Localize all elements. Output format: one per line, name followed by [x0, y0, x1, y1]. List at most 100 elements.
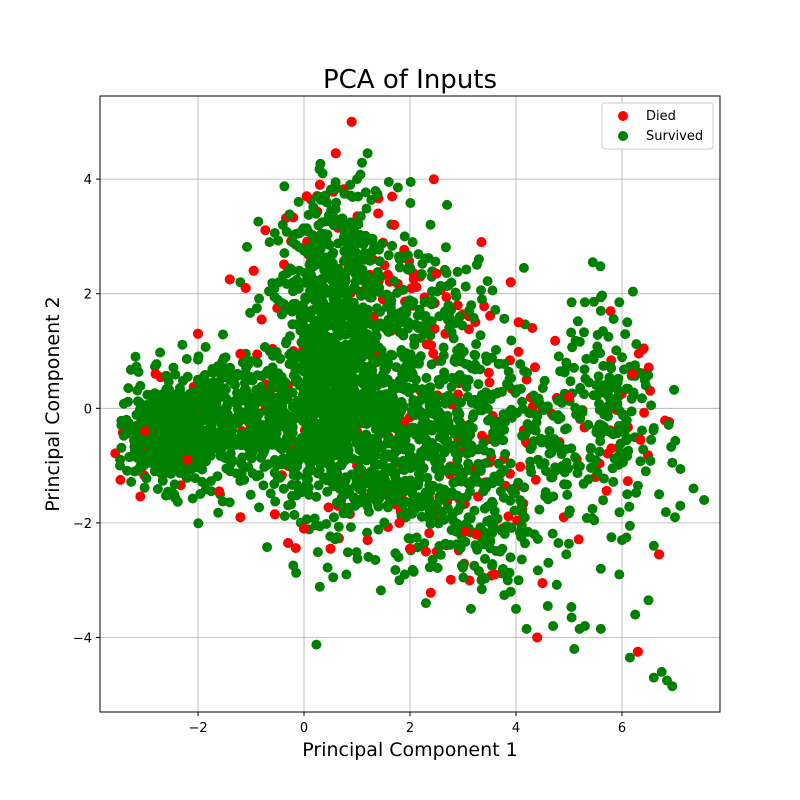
point-survived	[304, 444, 315, 454]
point-survived	[380, 481, 391, 491]
point-survived	[525, 444, 536, 455]
point-survived	[561, 549, 572, 560]
point-died	[420, 546, 431, 557]
point-survived	[351, 438, 362, 449]
point-survived	[139, 482, 150, 493]
y-tick-label: 0	[84, 402, 92, 417]
point-survived	[552, 443, 563, 453]
point-survived	[370, 186, 381, 196]
point-survived	[476, 285, 486, 296]
point-survived	[365, 275, 376, 286]
point-survived	[516, 500, 527, 511]
point-died	[406, 283, 417, 294]
point-survived	[637, 425, 647, 436]
point-survived	[427, 286, 437, 297]
point-survived	[336, 219, 347, 230]
point-survived	[198, 371, 209, 382]
point-died	[193, 328, 203, 339]
point-survived	[327, 334, 338, 345]
point-survived	[258, 480, 269, 491]
point-survived	[621, 432, 632, 443]
point-survived	[643, 370, 654, 381]
point-survived	[339, 487, 350, 498]
point-survived	[167, 412, 178, 423]
point-survived	[405, 484, 415, 495]
point-survived	[519, 366, 530, 376]
point-survived	[412, 542, 423, 553]
point-survived	[490, 304, 501, 315]
point-survived	[324, 240, 335, 251]
point-survived	[357, 352, 368, 363]
point-died	[428, 174, 439, 185]
point-survived	[162, 467, 173, 478]
point-survived	[624, 520, 635, 531]
point-survived	[416, 321, 427, 332]
point-survived	[342, 239, 353, 250]
point-survived	[277, 404, 288, 415]
point-survived	[374, 244, 384, 255]
point-died	[601, 485, 612, 496]
point-survived	[598, 360, 609, 371]
point-survived	[451, 291, 462, 302]
point-survived	[116, 442, 127, 453]
point-survived	[175, 412, 186, 423]
point-survived	[436, 356, 447, 366]
point-survived	[404, 387, 414, 398]
point-survived	[391, 362, 402, 373]
point-survived	[310, 418, 321, 429]
point-survived	[195, 489, 206, 499]
point-survived	[455, 543, 466, 554]
point-survived	[150, 361, 160, 372]
point-died	[252, 349, 263, 360]
point-survived	[467, 412, 478, 423]
y-axis-title: Principal Component 2	[42, 296, 64, 511]
point-survived	[519, 512, 530, 523]
point-survived	[454, 311, 465, 322]
point-survived	[466, 440, 477, 451]
point-died	[431, 268, 442, 279]
point-survived	[306, 333, 316, 344]
point-survived	[254, 470, 265, 481]
point-survived	[459, 374, 470, 385]
point-survived	[350, 318, 361, 329]
point-survived	[621, 416, 632, 427]
point-survived	[174, 385, 185, 396]
point-survived	[505, 458, 516, 469]
point-survived	[312, 321, 323, 331]
point-died	[150, 368, 161, 379]
point-survived	[161, 394, 172, 405]
point-survived	[307, 278, 317, 289]
point-survived	[342, 547, 353, 558]
point-survived	[579, 364, 590, 375]
point-died	[346, 116, 357, 127]
point-survived	[434, 541, 445, 551]
point-survived	[617, 352, 628, 363]
point-survived	[463, 458, 474, 469]
point-survived	[453, 505, 464, 516]
point-survived	[363, 406, 374, 417]
point-survived	[149, 460, 160, 471]
point-survived	[541, 434, 552, 445]
point-survived	[476, 584, 487, 595]
point-survived	[256, 381, 267, 392]
point-survived	[387, 240, 398, 251]
point-survived	[619, 364, 629, 375]
point-survived	[606, 532, 617, 543]
point-survived	[328, 572, 339, 583]
point-survived	[366, 319, 377, 330]
point-survived	[303, 474, 313, 485]
point-survived	[269, 479, 280, 489]
point-survived	[131, 420, 142, 431]
point-died	[639, 407, 650, 418]
point-survived	[591, 380, 602, 391]
point-survived	[473, 444, 484, 455]
point-survived	[513, 575, 524, 586]
point-survived	[575, 382, 586, 393]
point-survived	[220, 384, 231, 395]
point-survived	[532, 565, 543, 576]
point-survived	[449, 440, 460, 451]
point-survived	[341, 424, 351, 435]
point-died	[135, 491, 146, 502]
point-survived	[613, 385, 623, 395]
point-survived	[314, 581, 325, 592]
